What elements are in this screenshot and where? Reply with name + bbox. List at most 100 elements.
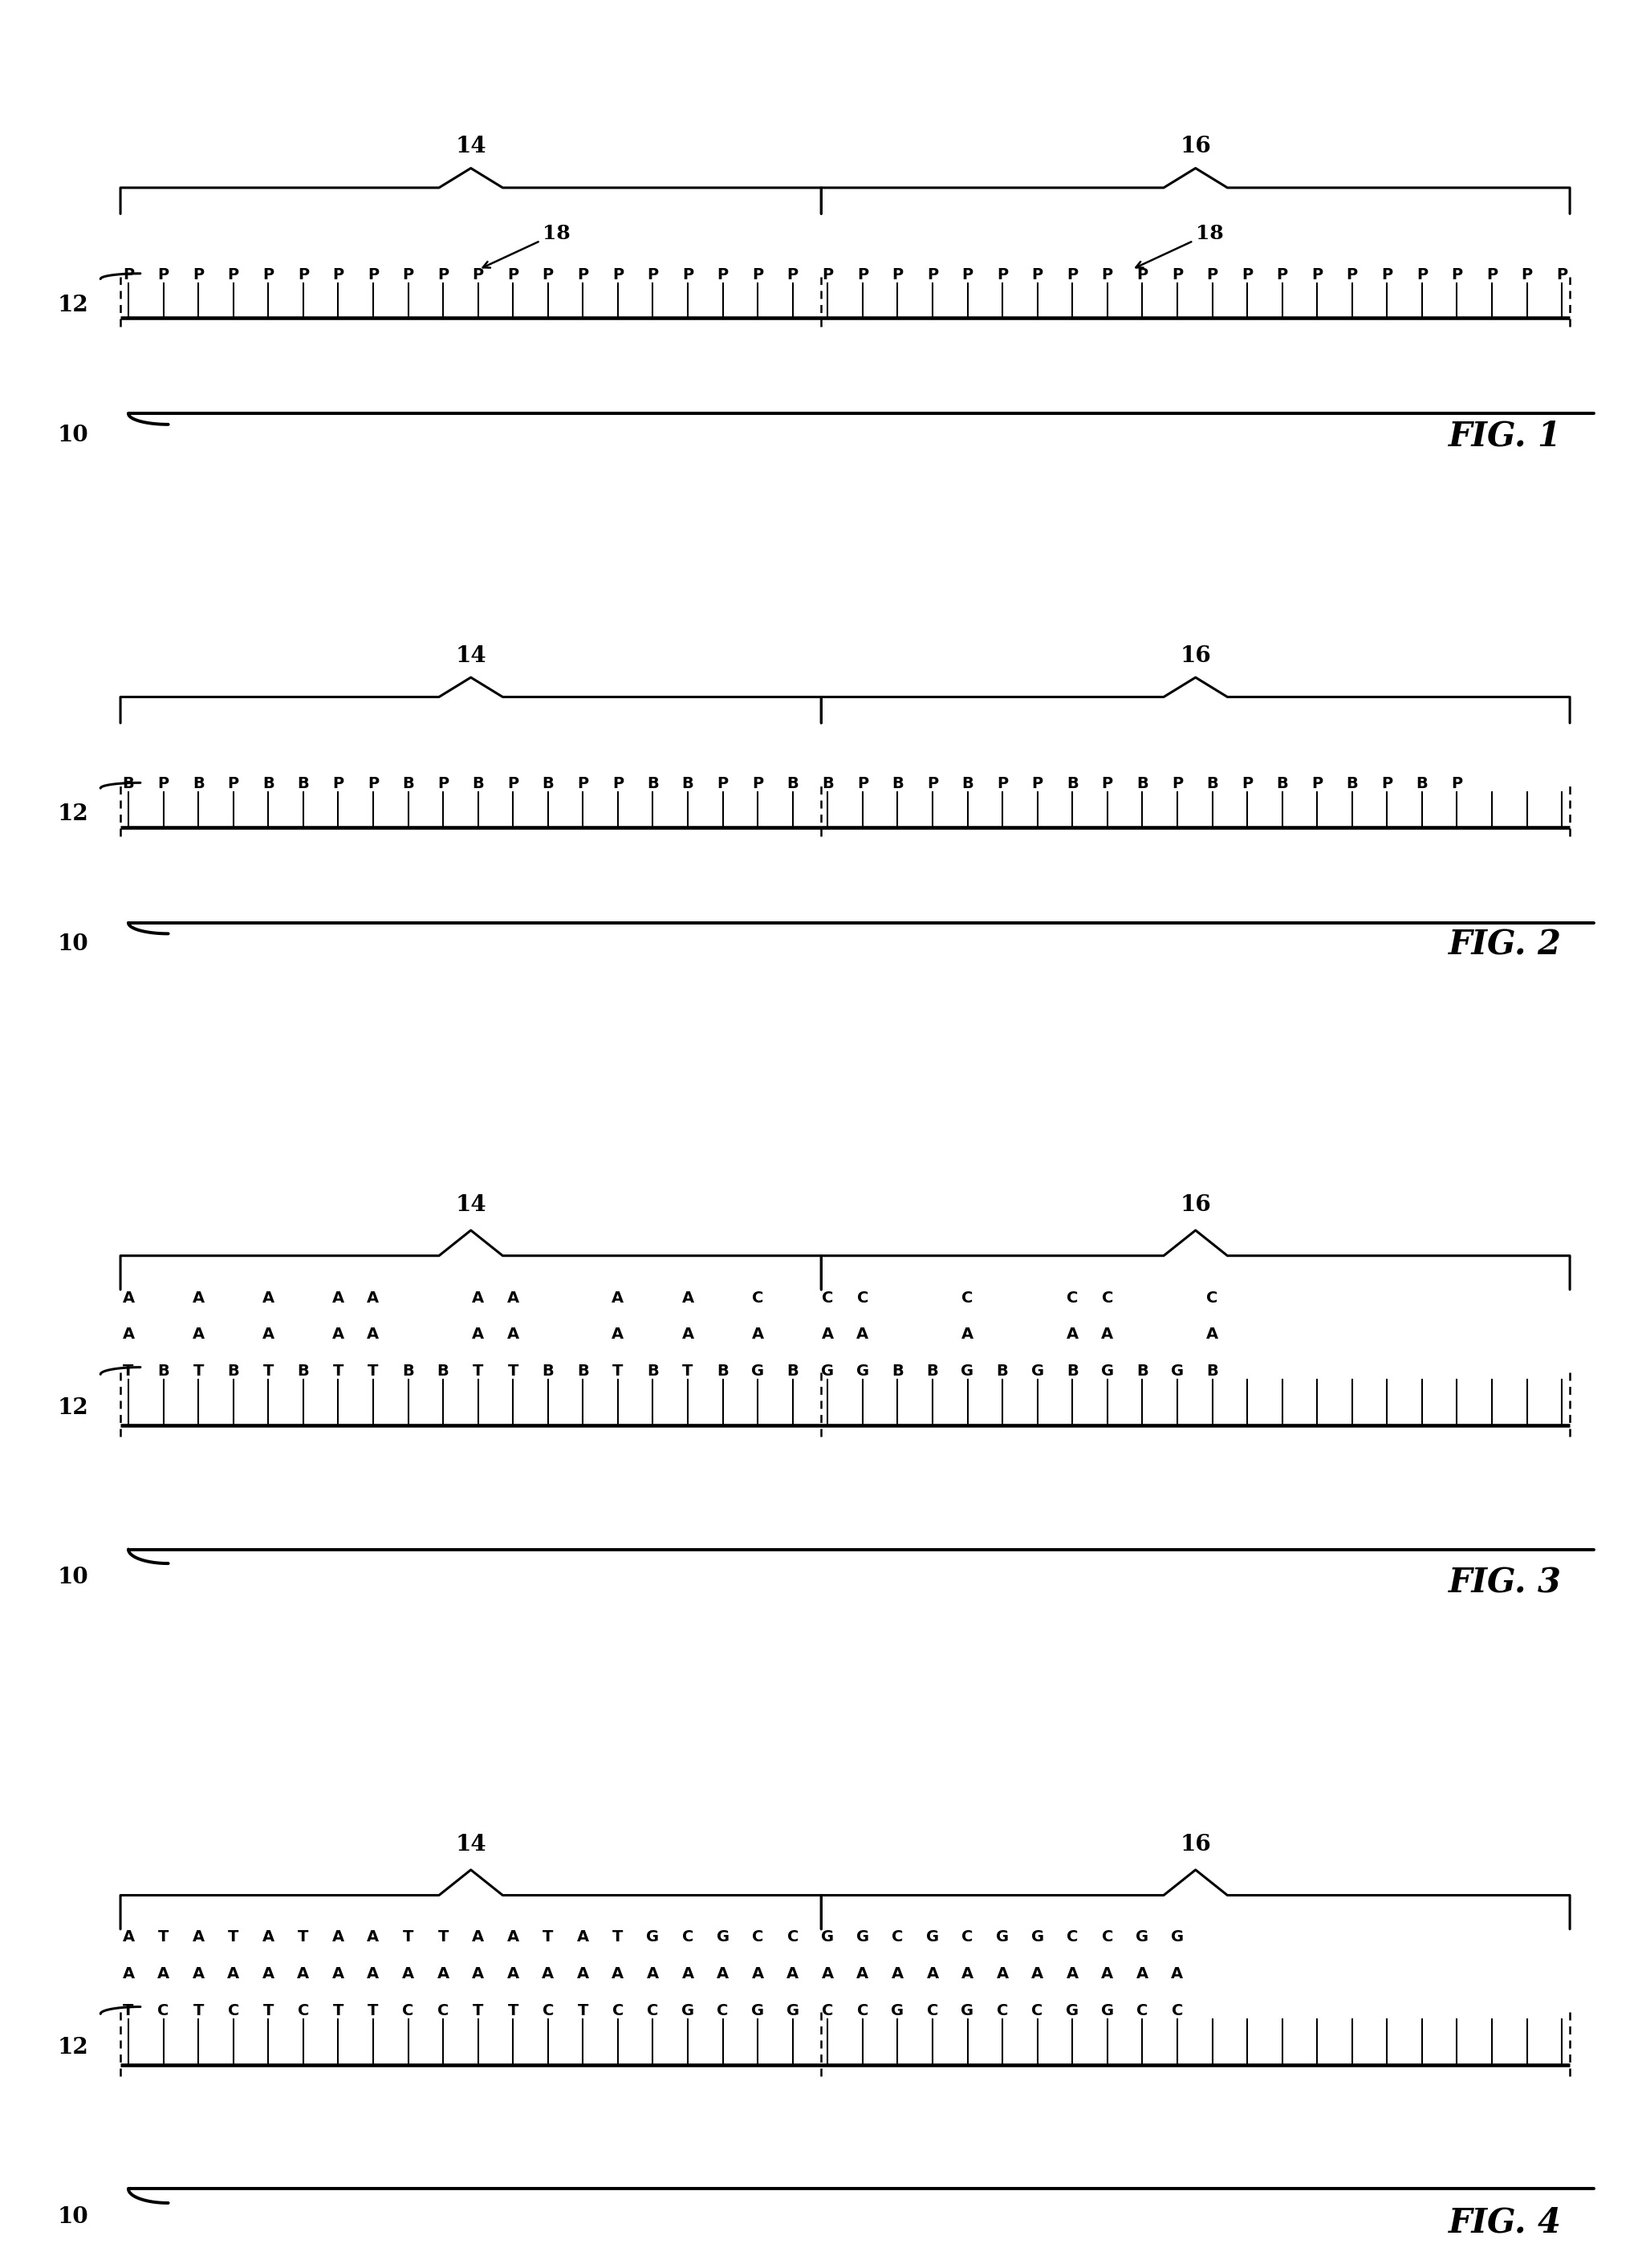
Text: A: A: [576, 1930, 589, 1946]
Text: T: T: [368, 2003, 379, 2019]
Text: T: T: [438, 1930, 448, 1946]
Text: P: P: [926, 776, 938, 792]
Text: P: P: [1136, 268, 1148, 284]
Text: B: B: [681, 776, 693, 792]
Text: A: A: [857, 1966, 869, 1982]
Text: P: P: [1381, 268, 1392, 284]
Text: P: P: [507, 776, 519, 792]
Text: A: A: [263, 1290, 274, 1306]
Text: C: C: [1102, 1290, 1113, 1306]
Text: A: A: [1171, 1966, 1184, 1982]
Text: G: G: [787, 2003, 800, 2019]
Text: P: P: [507, 268, 519, 284]
Text: A: A: [158, 1966, 169, 1982]
Text: B: B: [647, 776, 658, 792]
Text: 12: 12: [57, 295, 89, 315]
Text: T: T: [194, 1363, 204, 1379]
Text: C: C: [752, 1930, 764, 1946]
Text: A: A: [926, 1966, 939, 1982]
Text: G: G: [1171, 1363, 1184, 1379]
Text: A: A: [1102, 1966, 1113, 1982]
Text: A: A: [471, 1290, 484, 1306]
Text: A: A: [507, 1290, 519, 1306]
Text: A: A: [1102, 1327, 1113, 1343]
Text: T: T: [612, 1930, 624, 1946]
Text: A: A: [612, 1290, 624, 1306]
Text: A: A: [681, 1290, 695, 1306]
Text: P: P: [1452, 776, 1463, 792]
Text: P: P: [1312, 776, 1323, 792]
Text: A: A: [332, 1327, 345, 1343]
Text: P: P: [752, 776, 764, 792]
Text: B: B: [1066, 1363, 1079, 1379]
Text: A: A: [716, 1966, 729, 1982]
Text: C: C: [1067, 1930, 1079, 1946]
Text: B: B: [297, 776, 309, 792]
Text: P: P: [333, 776, 343, 792]
Text: T: T: [507, 2003, 519, 2019]
Text: 14: 14: [455, 1195, 486, 1216]
Text: A: A: [368, 1930, 379, 1946]
Text: T: T: [612, 1363, 624, 1379]
Text: A: A: [332, 1966, 345, 1982]
Text: A: A: [437, 1966, 450, 1982]
Text: P: P: [681, 268, 693, 284]
Text: B: B: [437, 1363, 448, 1379]
Text: P: P: [1172, 776, 1182, 792]
Text: T: T: [263, 2003, 274, 2019]
Text: G: G: [752, 1363, 764, 1379]
Text: P: P: [612, 268, 624, 284]
Text: A: A: [962, 1327, 974, 1343]
Text: T: T: [578, 2003, 588, 2019]
Text: P: P: [1381, 776, 1392, 792]
Text: B: B: [542, 1363, 553, 1379]
Text: A: A: [1136, 1966, 1148, 1982]
Text: C: C: [892, 1930, 903, 1946]
Text: C: C: [1171, 2003, 1182, 2019]
Text: T: T: [507, 1363, 519, 1379]
Text: P: P: [1276, 268, 1287, 284]
Text: T: T: [473, 1363, 483, 1379]
Text: P: P: [192, 268, 204, 284]
Text: G: G: [997, 1930, 1008, 1946]
Text: P: P: [1312, 268, 1323, 284]
Text: P: P: [857, 268, 869, 284]
Text: B: B: [263, 776, 274, 792]
Text: T: T: [473, 2003, 483, 2019]
Text: P: P: [823, 268, 834, 284]
Text: A: A: [821, 1966, 834, 1982]
Text: A: A: [507, 1966, 519, 1982]
Text: B: B: [227, 1363, 240, 1379]
Text: A: A: [332, 1290, 345, 1306]
Text: B: B: [1207, 1363, 1218, 1379]
Text: A: A: [192, 1966, 204, 1982]
Text: 10: 10: [57, 2207, 89, 2227]
Text: P: P: [437, 776, 448, 792]
Text: B: B: [402, 776, 414, 792]
Text: G: G: [855, 1363, 869, 1379]
Text: B: B: [787, 776, 798, 792]
Text: P: P: [368, 776, 379, 792]
Text: G: G: [1100, 1363, 1113, 1379]
Text: C: C: [1067, 1290, 1079, 1306]
Text: P: P: [1102, 776, 1113, 792]
Text: A: A: [1031, 1966, 1044, 1982]
Text: P: P: [333, 268, 343, 284]
Text: C: C: [962, 1930, 974, 1946]
Text: B: B: [892, 776, 903, 792]
Text: B: B: [926, 1363, 939, 1379]
Text: B: B: [821, 776, 834, 792]
Text: A: A: [681, 1327, 695, 1343]
Text: C: C: [962, 1290, 974, 1306]
Text: G: G: [1031, 1930, 1044, 1946]
Text: P: P: [892, 268, 903, 284]
Text: A: A: [752, 1966, 764, 1982]
Text: T: T: [123, 2003, 133, 2019]
Text: T: T: [263, 1363, 274, 1379]
Text: A: A: [471, 1966, 484, 1982]
Text: P: P: [1207, 268, 1218, 284]
Text: 12: 12: [57, 1397, 89, 1420]
Text: P: P: [473, 268, 484, 284]
Text: T: T: [228, 1930, 238, 1946]
Text: P: P: [158, 776, 169, 792]
